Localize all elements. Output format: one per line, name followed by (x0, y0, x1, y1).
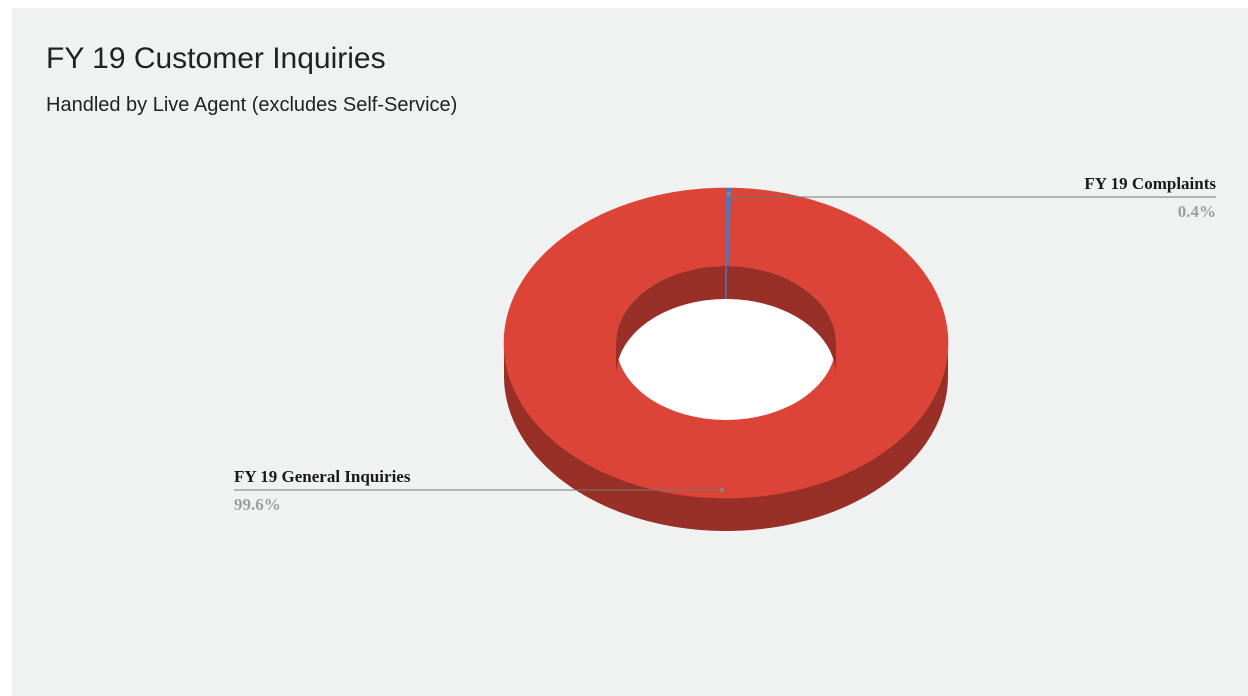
slice-side-general-inquiries (504, 343, 948, 531)
chart-title: FY 19 Customer Inquiries (46, 42, 386, 75)
label-complaints: FY 19 Complaints (1084, 174, 1216, 193)
label-general-inquiries: FY 19 General Inquiries (234, 467, 411, 486)
chart-subtitle: Handled by Live Agent (excludes Self-Ser… (46, 94, 458, 116)
pct-complaints: 0.4% (1178, 202, 1216, 221)
donut-inner-wall (616, 266, 836, 376)
leader-dot-complaints (726, 191, 731, 197)
chart-card: FY 19 Customer Inquiries Handled by Live… (12, 8, 1248, 696)
slices-layer (503, 187, 949, 531)
labels-layer: FY 19 Complaints 0.4% FY 19 General Inquir… (234, 174, 1216, 514)
donut-chart: FY 19 Complaints 0.4% FY 19 General Inquir… (234, 174, 1216, 531)
pct-general-inquiries: 99.6% (234, 495, 281, 514)
